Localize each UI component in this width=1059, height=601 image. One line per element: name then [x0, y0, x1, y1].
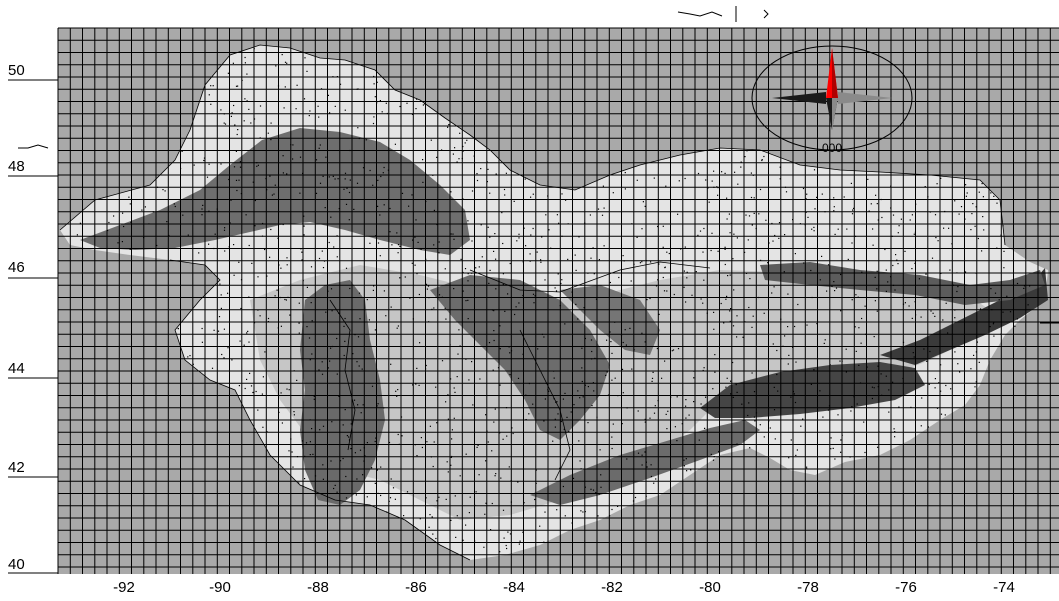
map-fragment-left	[18, 144, 49, 149]
lon-label-84: -84	[503, 579, 525, 596]
compass-label: 000	[822, 141, 842, 155]
label-tick-marks	[8, 79, 1059, 574]
lat-label-50: 50	[8, 62, 25, 79]
lat-label-40: 40	[8, 556, 25, 573]
lat-label-42: 42	[8, 459, 25, 476]
longitude-labels: -92 -90 -88 -86 -84 -82 -80 -78 -76 -74	[113, 579, 1015, 596]
coordinate-grid	[57, 27, 1059, 574]
lake-erie	[530, 420, 760, 505]
latitude-labels: 50 48 46 44 42 40	[8, 62, 25, 573]
lake-michigan	[300, 280, 385, 505]
st-lawrence-river	[880, 268, 1048, 365]
lon-label-78: -78	[797, 579, 819, 596]
map-fragment-top	[677, 6, 769, 22]
sample-point-dots	[76, 48, 1031, 553]
lon-label-88: -88	[307, 579, 329, 596]
lon-label-90: -90	[209, 579, 231, 596]
lat-label-44: 44	[8, 360, 25, 377]
lat-label-48: 48	[8, 158, 25, 175]
lon-label-86: -86	[405, 579, 427, 596]
lon-label-82: -82	[601, 579, 623, 596]
lon-label-74: -74	[993, 579, 1015, 596]
lon-label-80: -80	[699, 579, 721, 596]
lake-superior	[80, 128, 470, 255]
compass-rose-icon: 000	[751, 45, 913, 155]
lon-label-92: -92	[113, 579, 135, 596]
lat-label-46: 46	[8, 259, 25, 276]
lon-label-76: -76	[895, 579, 917, 596]
